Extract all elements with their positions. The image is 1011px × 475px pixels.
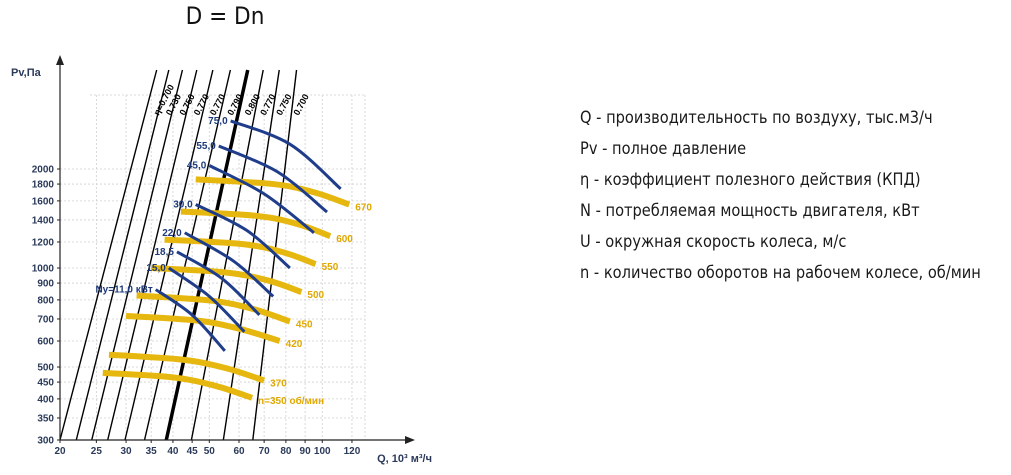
legend-item-n: N - потребляемая мощность двигателя, кВт bbox=[580, 201, 920, 221]
y-tick-label: 600 bbox=[37, 336, 54, 347]
power-curves bbox=[154, 119, 342, 352]
legend-item-q: Q - производительность по воздуху, тыс.м… bbox=[580, 108, 933, 128]
y-tick-label: 350 bbox=[37, 413, 54, 424]
power-curve bbox=[176, 250, 261, 317]
power-label: 15,0 bbox=[146, 263, 166, 274]
x-tick-label: 60 bbox=[233, 446, 245, 457]
axes: 20 25 30 35 40 45 50 60 70 80 90 100 120 300 350 400 450… bbox=[11, 55, 432, 465]
chart-title: D = Dn bbox=[185, 2, 265, 30]
efficiency-line bbox=[60, 69, 158, 440]
power-curve bbox=[208, 164, 315, 234]
power-curve bbox=[218, 144, 329, 214]
power-curve bbox=[167, 266, 246, 333]
x-tick-label: 90 bbox=[300, 446, 312, 457]
speed-curve bbox=[125, 312, 281, 344]
x-tick-label: 45 bbox=[187, 446, 199, 457]
speed-label: 450 bbox=[296, 319, 313, 330]
speed-curve bbox=[102, 369, 254, 401]
x-tick-label: 50 bbox=[204, 446, 216, 457]
efficiency-line bbox=[124, 69, 214, 440]
speed-curve bbox=[195, 176, 351, 208]
y-tick-label: 450 bbox=[37, 378, 54, 389]
efficiency-label: 0.770 bbox=[208, 92, 227, 117]
x-axis-title: Q, 10³ м³/ч bbox=[377, 453, 432, 465]
efficiency-label: 0.700 bbox=[291, 92, 310, 117]
power-curve bbox=[230, 119, 342, 191]
speed-curve bbox=[108, 351, 266, 384]
power-label: 75,0 bbox=[208, 116, 228, 127]
fan-performance-chart: 20 25 30 35 40 45 50 60 70 80 90 100 120 300 350 400 450… bbox=[11, 55, 432, 465]
speed-label: 420 bbox=[286, 339, 303, 350]
legend: Q - производительность по воздуху, тыс.м… bbox=[580, 103, 1011, 289]
y-tick-label: 1000 bbox=[32, 264, 55, 275]
power-label: 30,0 bbox=[173, 200, 193, 211]
power-label: 45,0 bbox=[187, 160, 207, 171]
power-label: 18,5 bbox=[154, 247, 174, 258]
efficiency-line bbox=[75, 69, 170, 440]
legend-item-rpm: n - количество оборотов на рабочем колес… bbox=[580, 263, 981, 283]
x-tick-label: 100 bbox=[314, 446, 331, 457]
speed-curve bbox=[164, 236, 317, 267]
legend-item-eta: η - коэффициент полезного действия (КПД) bbox=[580, 170, 921, 190]
y-tick-label: 300 bbox=[37, 436, 54, 447]
y-tick-label: 1200 bbox=[32, 237, 55, 248]
y-tick-label: 900 bbox=[37, 279, 54, 290]
x-tick-label: 20 bbox=[54, 446, 66, 457]
y-tick-label: 400 bbox=[37, 394, 54, 405]
speed-curve bbox=[151, 265, 303, 295]
y-tick-label: 700 bbox=[37, 314, 54, 325]
x-tick-label: 40 bbox=[167, 446, 179, 457]
x-axis-arrow bbox=[405, 436, 415, 444]
efficiency-line-group bbox=[60, 69, 298, 440]
power-curve bbox=[154, 288, 226, 352]
efficiency-line bbox=[222, 69, 280, 440]
x-tick-label: 120 bbox=[344, 446, 361, 457]
power-curve bbox=[183, 231, 275, 298]
efficiency-line bbox=[91, 69, 184, 440]
y-tick-label: 500 bbox=[37, 363, 54, 374]
speed-label: 500 bbox=[307, 290, 324, 301]
y-axis-title: Pv,Па bbox=[11, 67, 42, 79]
x-tick-label: 70 bbox=[259, 446, 271, 457]
y-tick-label: 800 bbox=[37, 295, 54, 306]
legend-item-u: U - окружная скорость колеса, м/с bbox=[580, 232, 847, 252]
y-tick-label: 1600 bbox=[32, 196, 55, 207]
power-label: Ny=11,0 кВт bbox=[95, 285, 152, 296]
x-tick-label: 35 bbox=[146, 446, 158, 457]
speed-label: 370 bbox=[270, 379, 287, 390]
speed-label: n=350 об/мин bbox=[258, 395, 324, 407]
y-tick-label: 1800 bbox=[32, 180, 55, 191]
speed-label: 670 bbox=[355, 203, 372, 214]
speed-label: 600 bbox=[336, 234, 353, 245]
efficiency-lines bbox=[60, 69, 298, 440]
efficiency-line bbox=[107, 69, 198, 440]
efficiency-line bbox=[190, 69, 264, 440]
y-tick-label: 2000 bbox=[32, 165, 55, 176]
efficiency-label: 0.750 bbox=[274, 92, 293, 117]
power-curve bbox=[195, 203, 291, 270]
y-axis-arrow bbox=[56, 55, 64, 65]
power-label: 22,0 bbox=[162, 228, 182, 239]
x-tick-label: 30 bbox=[121, 446, 133, 457]
legend-item-pv: Pv - полное давление bbox=[580, 139, 747, 159]
x-tick-label: 80 bbox=[280, 446, 292, 457]
x-tick-label: 25 bbox=[91, 446, 103, 457]
y-tick-label: 1400 bbox=[32, 215, 55, 226]
speed-label: 550 bbox=[322, 262, 339, 273]
power-label: 55,0 bbox=[196, 141, 216, 152]
